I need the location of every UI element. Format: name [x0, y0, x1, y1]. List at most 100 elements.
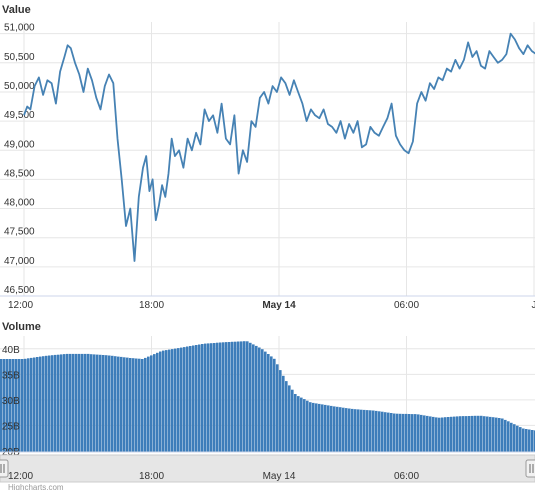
volume-bar-147 [441, 418, 444, 453]
volume-bar-24 [72, 354, 75, 452]
volume-bar-98 [294, 394, 297, 452]
volume-bar-113 [339, 407, 342, 452]
volume-bar-97 [291, 390, 294, 452]
volume-bar-32 [96, 355, 99, 452]
navigator-xtick-label-2: May 14 [263, 471, 296, 482]
volume-bar-48 [144, 358, 147, 452]
volume-bar-10 [30, 358, 33, 452]
volume-bar-11 [33, 358, 36, 453]
volume-bar-118 [354, 409, 357, 452]
volume-bar-117 [351, 409, 354, 452]
volume-bar-161 [483, 416, 486, 452]
price-xtick-label-3: 06:00 [394, 300, 419, 311]
volume-axis-title: Volume [2, 321, 41, 333]
volume-bar-103 [309, 402, 312, 452]
volume-bar-144 [432, 417, 435, 452]
volume-bar-146 [438, 418, 441, 452]
volume-bar-96 [288, 385, 291, 452]
volume-bar-99 [297, 396, 300, 452]
volume-bar-19 [57, 355, 60, 452]
volume-bar-64 [192, 346, 195, 453]
price-xtick-label-4: J [532, 300, 535, 311]
volume-bar-37 [111, 356, 114, 452]
volume-bar-75 [225, 342, 228, 452]
volume-bar-27 [81, 354, 84, 452]
volume-bar-88 [264, 352, 267, 452]
volume-bar-166 [498, 418, 501, 452]
volume-bar-25 [75, 354, 78, 452]
volume-bar-131 [393, 414, 396, 453]
volume-bar-50 [150, 355, 153, 452]
volume-bar-23 [69, 354, 72, 452]
volume-bar-80 [240, 341, 243, 452]
volume-bar-83 [249, 343, 252, 452]
volume-bar-175 [525, 429, 528, 452]
volume-bar-42 [126, 358, 129, 452]
volume-bar-123 [369, 410, 372, 452]
volume-bar-139 [417, 414, 420, 452]
price-xtick-label-2: May 14 [262, 300, 296, 311]
volume-bar-62 [186, 347, 189, 453]
volume-bar-46 [138, 359, 141, 452]
volume-bar-132 [396, 414, 399, 452]
volume-bar-135 [405, 414, 408, 452]
volume-bar-61 [183, 347, 186, 452]
volume-bar-151 [453, 417, 456, 452]
volume-bar-72 [216, 343, 219, 452]
volume-bar-70 [210, 343, 213, 452]
volume-bar-128 [384, 412, 387, 452]
volume-bar-150 [450, 417, 453, 452]
volume-bar-127 [381, 412, 384, 452]
volume-bar-44 [132, 358, 135, 452]
price-ytick-label-0: 46,500 [4, 285, 35, 296]
volume-bar-159 [477, 416, 480, 452]
price-ytick-label-8: 50,500 [4, 52, 35, 63]
volume-bar-160 [480, 416, 483, 452]
volume-bar-106 [318, 404, 321, 452]
volume-bar-31 [93, 354, 96, 452]
volume-ytick-label-2: 30B [2, 396, 20, 407]
price-ytick-label-1: 47,000 [4, 256, 35, 267]
volume-bar-71 [213, 343, 216, 452]
volume-bar-13 [39, 357, 42, 452]
volume-bar-7 [21, 359, 24, 452]
price-ytick-label-5: 49,000 [4, 139, 35, 150]
volume-bar-39 [117, 357, 120, 452]
volume-bar-138 [414, 414, 417, 452]
volume-bar-136 [408, 414, 411, 452]
volume-bar-90 [270, 356, 273, 452]
volume-bar-134 [402, 414, 405, 452]
volume-bar-36 [108, 356, 111, 453]
volume-bar-54 [162, 351, 165, 452]
volume-bar-67 [201, 344, 204, 452]
volume-bar-12 [36, 357, 39, 452]
volume-bar-77 [231, 342, 234, 452]
volume-bar-93 [279, 370, 282, 452]
volume-bar-102 [306, 401, 309, 452]
volume-bar-177 [531, 430, 534, 452]
price-ytick-label-7: 50,000 [4, 81, 35, 92]
volume-bar-89 [267, 354, 270, 452]
volume-bar-45 [135, 359, 138, 453]
volume-bar-92 [276, 364, 279, 452]
volume-bar-41 [123, 357, 126, 452]
volume-bar-169 [507, 421, 510, 452]
price-chart: Value46,50047,00047,50048,00048,50049,00… [0, 4, 535, 311]
volume-bar-101 [303, 399, 306, 452]
volume-bar-63 [189, 346, 192, 452]
volume-bar-140 [420, 415, 423, 452]
navigator-xtick-label-3: 06:00 [394, 471, 419, 482]
volume-bar-104 [312, 403, 315, 452]
volume-bar-149 [447, 417, 450, 452]
volume-bar-56 [168, 350, 171, 452]
volume-bar-15 [45, 356, 48, 452]
volume-bar-47 [141, 359, 144, 452]
volume-ytick-label-3: 35B [2, 370, 20, 381]
volume-bar-74 [222, 342, 225, 452]
volume-bar-167 [501, 419, 504, 453]
volume-bar-112 [336, 407, 339, 452]
